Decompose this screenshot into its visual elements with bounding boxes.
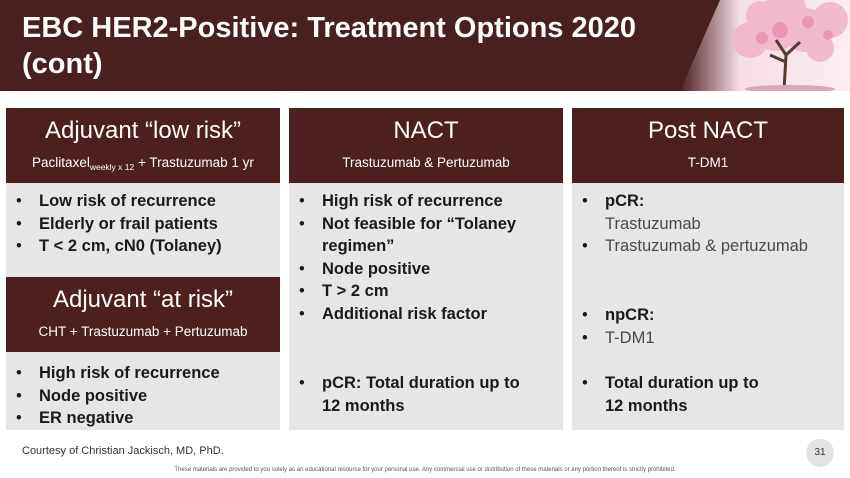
cherry-blossom-tree-icon [680, 0, 850, 91]
bullet-icon: • [582, 306, 588, 324]
list-item-text: pCR: [605, 192, 645, 210]
adjuvant-at-risk-list: • High risk of recurrence • Node positive … [6, 362, 280, 430]
list-item: • Elderly or frail patients [6, 213, 280, 236]
list-item-text: T-DM1 [605, 328, 655, 347]
nact-subtitle: Trastuzumab & Pertuzumab [342, 155, 510, 170]
disclaimer-note: These materials are provided to you sole… [174, 467, 676, 473]
bullet-icon: • [299, 304, 305, 323]
list-item-text: Elderly or frail patients [39, 214, 218, 233]
bullet-icon: • [299, 214, 305, 233]
subtitle-rest: + Trastuzumab 1 yr [134, 155, 254, 170]
nact-header: NACT Trastuzumab & Pertuzumab [289, 108, 563, 183]
adjuvant-low-risk-list: • Low risk of recurrence • Elderly or frai… [6, 190, 280, 258]
bullet-icon: • [582, 237, 588, 255]
list-item-text: T > 2 cm [322, 282, 389, 300]
list-item: • T > 2 cm [289, 280, 563, 303]
adjuvant-column: Adjuvant “low risk” Paclitaxelweekly x 1… [6, 108, 280, 430]
list-item-text: pCR: Total duration up to [322, 374, 520, 392]
list-item-text: High risk of recurrence [39, 364, 220, 382]
bullet-icon: • [299, 374, 305, 392]
nact-title: NACT [393, 117, 459, 144]
bullet-icon: • [299, 259, 305, 278]
list-item-text: npCR: [605, 306, 655, 324]
bullet-icon: • [16, 214, 22, 233]
list-item-text: ER negative [39, 409, 134, 427]
post-nact-title: Post NACT [647, 117, 769, 144]
bullet-icon: • [16, 192, 22, 210]
list-item-text: Node positive [39, 386, 148, 405]
list-item: • High risk of recurrence [6, 362, 280, 385]
list-item: • pCR: Total duration up to [289, 372, 563, 395]
list-item: • High risk of recurrence [289, 190, 563, 213]
list-item: • Low risk of recurrence [6, 190, 280, 213]
bullet-icon: • [582, 192, 588, 210]
post-nact-npcr-list: • npCR: • T-DM1 [572, 304, 844, 349]
post-nact-total-list: • Total duration up to 12 months [572, 372, 844, 417]
post-nact-pcr-list: • pCR: Trastuzumab • Trastuzumab & pertuzu… [572, 190, 844, 258]
list-item: • Trastuzumab & pertuzumab [572, 235, 844, 258]
post-nact-header: Post NACT T-DM1 [572, 108, 844, 183]
list-item: • Not feasible for “Tolaney [289, 213, 563, 236]
list-item: • Total duration up to [572, 372, 844, 395]
header-bar: EBC HER2-Positive: Treatment Options 202… [0, 0, 850, 91]
list-item: • npCR: [572, 304, 844, 327]
subtitle-subscript: weekly x 12 [89, 162, 135, 172]
list-item: • Node positive [289, 258, 563, 281]
list-item-text: T < 2 cm, cN0 (Tolaney) [39, 237, 222, 255]
list-item: • Additional risk factor [289, 303, 563, 326]
bullet-icon: • [16, 237, 22, 255]
slide-title-line1: EBC HER2-Positive: Treatment Options 202… [22, 12, 636, 44]
list-item-continuation: 12 months [289, 395, 563, 418]
bullet-icon: • [299, 192, 305, 210]
bullet-icon: • [16, 409, 22, 427]
subtitle-drug: Paclitaxel [32, 155, 90, 170]
page-number: 31 [806, 439, 834, 467]
adjuvant-low-risk-title: Adjuvant “low risk” [44, 117, 242, 144]
nact-list: • High risk of recurrence • Not feasible f… [289, 190, 563, 325]
list-item-text: regimen” [322, 237, 395, 255]
bullet-icon: • [299, 282, 305, 300]
list-item-text: Trastuzumab [605, 214, 701, 233]
adjuvant-low-risk-subtitle: Paclitaxelweekly x 12 + Trastuzumab 1 yr [6, 154, 280, 176]
list-item-text: High risk of recurrence [322, 192, 503, 210]
list-item: • Node positive [6, 385, 280, 408]
list-item: • T-DM1 [572, 327, 844, 350]
bullet-icon: • [582, 374, 588, 392]
list-item-text: Trastuzumab & pertuzumab [605, 237, 808, 255]
list-item-text: Low risk of recurrence [39, 192, 216, 210]
courtesy-credit: Courtesy of Christian Jackisch, MD, PhD. [22, 445, 224, 457]
list-item-text: Node positive [322, 259, 431, 278]
list-item-text: Additional risk factor [322, 304, 488, 323]
bullet-icon: • [16, 386, 22, 405]
adjuvant-at-risk-title: Adjuvant “at risk” [52, 286, 234, 313]
list-item-continuation: 12 months [572, 395, 844, 418]
post-nact-column: Post NACT T-DM1 • pCR: Trastuzumab • Trast… [572, 108, 844, 430]
list-item-text: Total duration up to [605, 374, 759, 392]
list-item: • ER negative [6, 407, 280, 430]
slide-title: EBC HER2-Positive: Treatment Options 202… [22, 10, 702, 82]
slide-title-line2: (cont) [22, 48, 103, 80]
adjuvant-at-risk-subtitle: CHT + Trastuzumab + Pertuzumab [38, 324, 248, 339]
list-item-continuation: Trastuzumab [572, 213, 844, 236]
list-item-continuation: regimen” [289, 235, 563, 258]
bullet-icon: • [582, 328, 588, 347]
post-nact-subtitle: T-DM1 [687, 155, 729, 170]
bullet-icon: • [16, 364, 22, 382]
adjuvant-low-risk-header: Adjuvant “low risk” Paclitaxelweekly x 1… [6, 108, 280, 183]
list-item: • T < 2 cm, cN0 (Tolaney) [6, 235, 280, 258]
adjuvant-at-risk-header: Adjuvant “at risk” CHT + Trastuzumab + P… [6, 277, 280, 352]
list-item: • pCR: [572, 190, 844, 213]
list-item-text: 12 months [322, 396, 405, 415]
list-item-text: Not feasible for “Tolaney [322, 214, 517, 233]
nact-column: NACT Trastuzumab & Pertuzumab • High risk… [289, 108, 563, 430]
list-item-text: 12 months [605, 396, 688, 415]
nact-pcr-list: • pCR: Total duration up to 12 months [289, 372, 563, 417]
